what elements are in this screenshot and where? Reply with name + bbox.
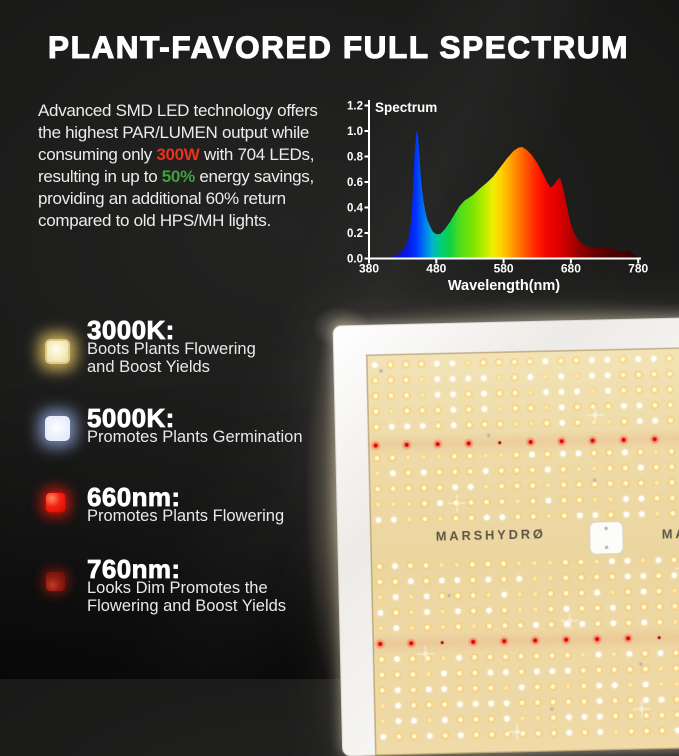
svg-text:1.2: 1.2 xyxy=(347,101,363,113)
svg-text:Wavelength(nm): Wavelength(nm) xyxy=(448,278,560,294)
svg-text:MARSHYDRØ: MARSHYDRØ xyxy=(662,524,679,541)
svg-text:0.6: 0.6 xyxy=(347,177,363,189)
svg-text:MARSHYDRØ: MARSHYDRØ xyxy=(436,526,546,543)
svg-text:0.2: 0.2 xyxy=(347,228,363,240)
svg-text:380: 380 xyxy=(359,262,379,276)
svg-text:580: 580 xyxy=(494,262,514,276)
svg-text:0.4: 0.4 xyxy=(347,203,364,215)
svg-text:480: 480 xyxy=(426,262,446,276)
svg-text:0.0: 0.0 xyxy=(347,254,363,266)
svg-text:780: 780 xyxy=(628,262,648,276)
svg-text:Spectrum: Spectrum xyxy=(375,100,437,115)
svg-text:680: 680 xyxy=(561,262,581,276)
svg-text:1.0: 1.0 xyxy=(347,126,363,138)
svg-text:0.8: 0.8 xyxy=(347,152,364,164)
